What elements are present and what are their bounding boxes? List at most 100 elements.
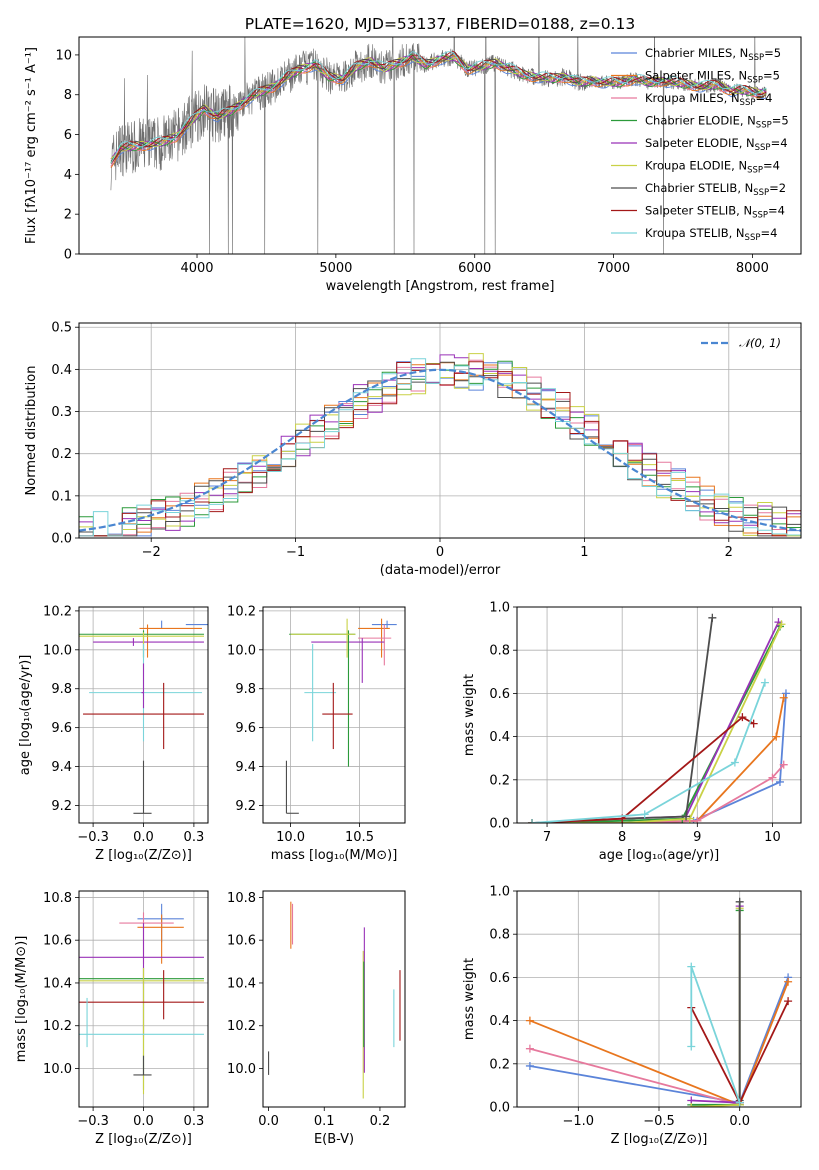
y-tick-label: 10.8 [227,891,256,906]
plot-area [110,37,767,254]
x-tick-label: 9 [693,830,701,845]
legend-text: Kroupa STELIB, N [645,226,745,240]
model-fit-line [110,56,767,160]
data-point-marker [775,777,784,786]
data-point-marker [730,758,739,767]
data-point-marker [777,620,786,629]
y-tick-label: 0.8 [489,928,510,943]
data-point-marker [693,816,702,823]
axes-frame [516,890,802,1108]
y-tick-label: 10.6 [43,934,72,949]
y-tick-label: 9.8 [235,682,256,697]
y-tick-label: 10.4 [227,976,256,991]
y-tick-label: 0.8 [489,644,510,659]
x-tick-label: 5000 [319,261,352,276]
y-tick-label: 10.0 [43,643,72,658]
data-point-marker [735,897,744,906]
y-tick-label: 9.6 [51,721,72,736]
model-fit-line [110,51,767,164]
legend-subscript: SSP [756,121,772,131]
legend-text-tail: =5 [764,46,781,60]
x-tick-label: 0.1 [314,1114,335,1129]
y-tick-label: 0.2 [489,773,510,788]
x-tick-label: 0 [436,545,444,560]
legend-text-tail: =5 [772,114,789,128]
x-tick-label: 10.5 [345,830,374,845]
axes-frame [78,36,802,255]
data-point-marker [784,977,793,986]
mass-vs-metallicity-plot: −0.3 0.0 0.3 10.0 10.2 10.4 10.6 10.8 Z [log₁₀(Z… [14,890,209,1147]
legend-entry: Kroupa ELODIE, NSSP=4 [645,159,780,176]
plot-area [79,903,204,1095]
x-tick-label: 0.3 [184,830,205,845]
y-tick-label: 10.2 [43,1019,72,1034]
plot-area [268,901,401,1099]
plot-area [525,897,793,1107]
legend-subscript: SSP [753,188,769,198]
mass-weight-line [691,908,741,1107]
data-point-marker [749,719,758,728]
mass-weight-line [529,1047,740,1106]
x-axis-label: Z [log₁₀(Z/Z⊙)] [611,1132,708,1147]
plot-area [285,618,397,814]
data-point-marker [687,1103,696,1107]
legend-text-tail: =5 [763,69,780,83]
x-tick-label: 6000 [458,261,491,276]
mass-weight-line [691,906,741,1104]
legend-subscript: SSP [747,166,763,176]
histogram-step [79,361,801,537]
y-tick-label: 9.4 [235,760,256,775]
y-tick-label: 9.6 [235,721,256,736]
x-tick-label: 1 [580,545,588,560]
data-point-marker [525,1016,534,1025]
data-point-marker [760,678,769,687]
x-tick-label: 7000 [597,261,630,276]
data-point-marker [525,1044,534,1053]
axes-frame [262,890,406,1108]
x-tick-label: 8 [618,830,626,845]
x-axis-label: E(B-V) [314,1132,354,1147]
y-tick-label: 9.2 [51,799,72,814]
data-point-marker [687,962,696,971]
legend-text: Salpeter MILES, N [645,69,747,83]
legend-text: Kroupa MILES, N [645,91,740,105]
mass-vs-reddening-plot: 0.0 0.1 0.2 10.0 10.2 10.4 10.6 10.8 E(B-V) [227,890,406,1147]
mass-weight-vs-age-plot: 7 8 9 10 0.0 0.2 0.4 0.6 0.8 1.0 age [log₁₀(age/yr… [462,601,802,863]
x-tick-label: 8000 [736,261,769,276]
legend-text: Salpeter STELIB, N [645,204,752,218]
legend-text-tail: =4 [768,204,785,218]
legend-text-tail: =4 [755,91,772,105]
x-tick-label: −1.0 [563,1114,595,1129]
legend-text-tail: =4 [760,226,777,240]
axes-frame [78,606,209,824]
data-point-marker [779,760,788,769]
y-tick-label: 0.4 [489,730,510,745]
y-tick-label: 0.4 [51,363,72,378]
legend-subscript: SSP [745,233,761,243]
y-tick-label: 0.2 [489,1057,510,1072]
y-tick-label: 10 [55,48,72,63]
x-axis-label: mass [log₁₀(M/M⊙)] [271,848,398,863]
axes-frame [78,890,209,1108]
model-fit-line [110,54,767,163]
legend-text: Chabrier MILES, N [645,46,748,60]
age-vs-metallicity-plot: −0.3 0.0 0.3 9.2 9.4 9.6 9.8 10.0 10.2 Z [log₁₀(Z… [18,604,209,863]
y-tick-label: 0.6 [489,971,510,986]
x-tick-label: −1 [286,545,305,560]
x-tick-label: 10.0 [276,830,305,845]
y-tick-label: 4 [64,168,72,183]
data-point-marker [528,819,537,823]
plot-area [528,613,790,823]
legend-text: Chabrier STELIB, N [645,181,753,195]
mass-weight-line [532,623,783,823]
mass-weight-line [691,910,741,1106]
x-tick-label: −0.3 [77,1114,109,1129]
x-tick-label: −2 [142,545,161,560]
x-axis-label: (data-model)/error [380,563,501,578]
y-tick-label: 0.6 [489,687,510,702]
y-tick-label: 2 [64,208,72,223]
y-tick-label: 0.3 [51,405,72,420]
x-tick-label: −0.5 [643,1114,675,1129]
y-tick-label: 0.5 [51,321,72,336]
